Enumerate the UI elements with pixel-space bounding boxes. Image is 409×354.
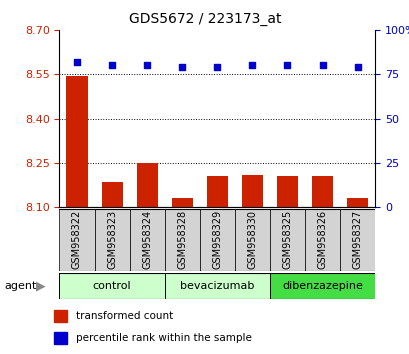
Bar xyxy=(269,209,304,271)
Text: GSM958323: GSM958323 xyxy=(107,210,117,269)
Point xyxy=(319,63,325,68)
Bar xyxy=(304,209,339,271)
Text: GSM958322: GSM958322 xyxy=(72,210,82,269)
Bar xyxy=(269,273,374,299)
Bar xyxy=(339,209,374,271)
Bar xyxy=(199,209,234,271)
Point xyxy=(213,64,220,70)
Text: ▶: ▶ xyxy=(36,279,46,292)
Text: GSM958325: GSM958325 xyxy=(282,210,292,269)
Point xyxy=(74,59,80,65)
Point xyxy=(178,64,185,70)
Text: GSM958330: GSM958330 xyxy=(247,210,257,269)
Text: GSM958329: GSM958329 xyxy=(212,210,222,269)
Bar xyxy=(346,198,367,207)
Text: dibenzazepine: dibenzazepine xyxy=(281,281,362,291)
Bar xyxy=(164,273,269,299)
Text: GSM958327: GSM958327 xyxy=(352,210,362,269)
Text: GSM958328: GSM958328 xyxy=(177,210,187,269)
Bar xyxy=(234,209,269,271)
Point xyxy=(108,63,115,68)
Bar xyxy=(54,310,67,322)
Text: bevacizumab: bevacizumab xyxy=(180,281,254,291)
Bar xyxy=(311,176,332,207)
Point xyxy=(249,63,255,68)
Text: agent: agent xyxy=(4,281,36,291)
Bar xyxy=(66,76,87,207)
Bar xyxy=(171,198,192,207)
Text: GSM958324: GSM958324 xyxy=(142,210,152,269)
Text: percentile rank within the sample: percentile rank within the sample xyxy=(75,332,251,343)
Text: transformed count: transformed count xyxy=(75,311,172,321)
Bar xyxy=(241,175,262,207)
Bar xyxy=(54,332,67,343)
Text: control: control xyxy=(92,281,131,291)
Text: GDS5672 / 223173_at: GDS5672 / 223173_at xyxy=(128,12,281,27)
Bar xyxy=(94,209,129,271)
Point xyxy=(144,63,150,68)
Bar xyxy=(164,209,199,271)
Bar xyxy=(101,182,122,207)
Bar xyxy=(59,273,164,299)
Point xyxy=(353,64,360,70)
Bar xyxy=(136,163,157,207)
Bar xyxy=(206,176,227,207)
Bar xyxy=(59,209,94,271)
Point xyxy=(283,63,290,68)
Bar xyxy=(276,176,297,207)
Bar xyxy=(129,209,164,271)
Text: GSM958326: GSM958326 xyxy=(317,210,327,269)
